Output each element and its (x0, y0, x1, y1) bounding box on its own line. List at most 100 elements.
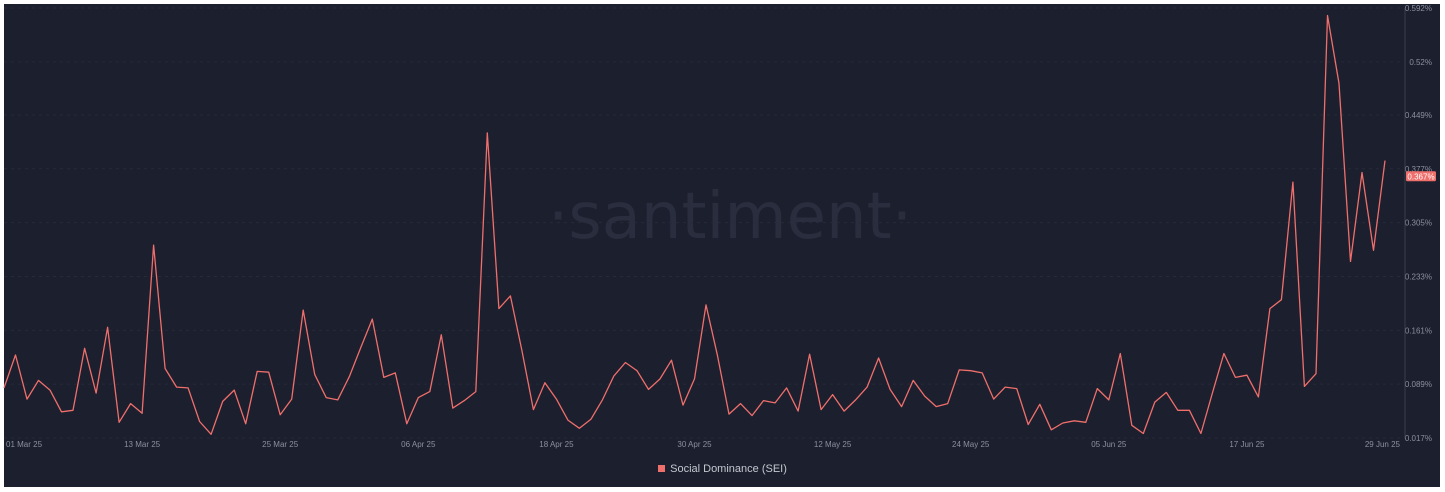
legend-swatch (658, 465, 666, 472)
data-point (406, 423, 408, 425)
data-point (1050, 429, 1052, 431)
data-point (1315, 373, 1317, 375)
plot-background (4, 4, 1440, 487)
data-point (83, 347, 85, 349)
data-point (970, 370, 972, 372)
data-point (1269, 307, 1271, 309)
data-point (60, 411, 62, 413)
data-point (820, 408, 822, 410)
data-point (106, 326, 108, 328)
data-point (843, 410, 845, 412)
x-tick-label: 12 May 25 (814, 440, 852, 449)
watermark: ·santiment· (548, 180, 912, 254)
data-point (14, 354, 16, 356)
data-point (1119, 352, 1121, 354)
data-point (590, 418, 592, 420)
data-point (1154, 401, 1156, 403)
data-point (947, 402, 949, 404)
data-point (360, 346, 362, 348)
data-point (1131, 424, 1133, 426)
data-point (981, 372, 983, 374)
data-point (152, 244, 154, 246)
data-point (440, 334, 442, 336)
y-tick-label: 0.161% (1405, 326, 1432, 335)
data-point (1096, 387, 1098, 389)
data-point (1303, 385, 1305, 387)
data-point (808, 353, 810, 355)
x-tick-label: 30 Apr 25 (677, 440, 712, 449)
y-tick-label: 0.592% (1405, 4, 1432, 13)
y-tick-label: 0.089% (1405, 380, 1432, 389)
data-point (1257, 396, 1259, 398)
chart-legend[interactable]: Social Dominance (SEI) (0, 463, 1445, 475)
data-point (705, 304, 707, 306)
y-tick-label: 0.017% (1405, 434, 1432, 443)
data-point (1142, 432, 1144, 434)
data-point (935, 405, 937, 407)
data-point (1165, 391, 1167, 393)
data-point (601, 399, 603, 401)
y-tick-label: 0.52% (1409, 58, 1432, 67)
y-tick-label: 0.305% (1405, 219, 1432, 228)
data-point (1177, 409, 1179, 411)
data-point (521, 349, 523, 351)
data-point (175, 386, 177, 388)
data-point (37, 379, 39, 381)
data-point (797, 410, 799, 412)
data-point (463, 399, 465, 401)
data-point (877, 357, 879, 359)
y-tick-label: 0.233% (1405, 272, 1432, 281)
data-point (739, 402, 741, 404)
data-point (1200, 432, 1202, 434)
data-point (452, 407, 454, 409)
x-tick-label: 25 Mar 25 (262, 440, 299, 449)
x-tick-label: 24 May 25 (952, 440, 990, 449)
data-point (129, 402, 131, 404)
data-point (314, 373, 316, 375)
data-point (1234, 376, 1236, 378)
data-point (682, 404, 684, 406)
data-point (544, 382, 546, 384)
data-point (486, 132, 488, 134)
data-point (233, 389, 235, 391)
data-point (1062, 422, 1064, 424)
data-point (716, 355, 718, 357)
data-point (1361, 171, 1363, 173)
data-point (693, 378, 695, 380)
data-point (245, 423, 247, 425)
data-point (141, 412, 143, 414)
data-point (256, 370, 258, 372)
data-point (475, 390, 477, 392)
data-point (578, 427, 580, 429)
data-point (222, 400, 224, 402)
data-point (1085, 421, 1087, 423)
data-point (26, 398, 28, 400)
data-point (164, 367, 166, 369)
data-point (670, 359, 672, 361)
data-point (728, 413, 730, 415)
data-point (1384, 159, 1386, 161)
data-point (1004, 386, 1006, 388)
data-point (1326, 14, 1328, 16)
data-point (210, 433, 212, 435)
legend-label: Social Dominance (SEI) (670, 463, 787, 475)
data-point (854, 399, 856, 401)
data-point (337, 399, 339, 401)
data-point (1211, 392, 1213, 394)
data-point (279, 414, 281, 416)
series-line-social-dominance (3, 14, 1386, 435)
x-tick-label: 05 Jun 25 (1091, 440, 1127, 449)
data-point (1338, 82, 1340, 84)
data-point (509, 295, 511, 297)
data-point (831, 393, 833, 395)
data-point (1292, 181, 1294, 183)
data-point (268, 371, 270, 373)
data-point (1188, 409, 1190, 411)
data-point (417, 396, 419, 398)
data-point (49, 389, 51, 391)
x-tick-label: 06 Apr 25 (401, 440, 436, 449)
data-point (659, 378, 661, 380)
data-point (325, 396, 327, 398)
